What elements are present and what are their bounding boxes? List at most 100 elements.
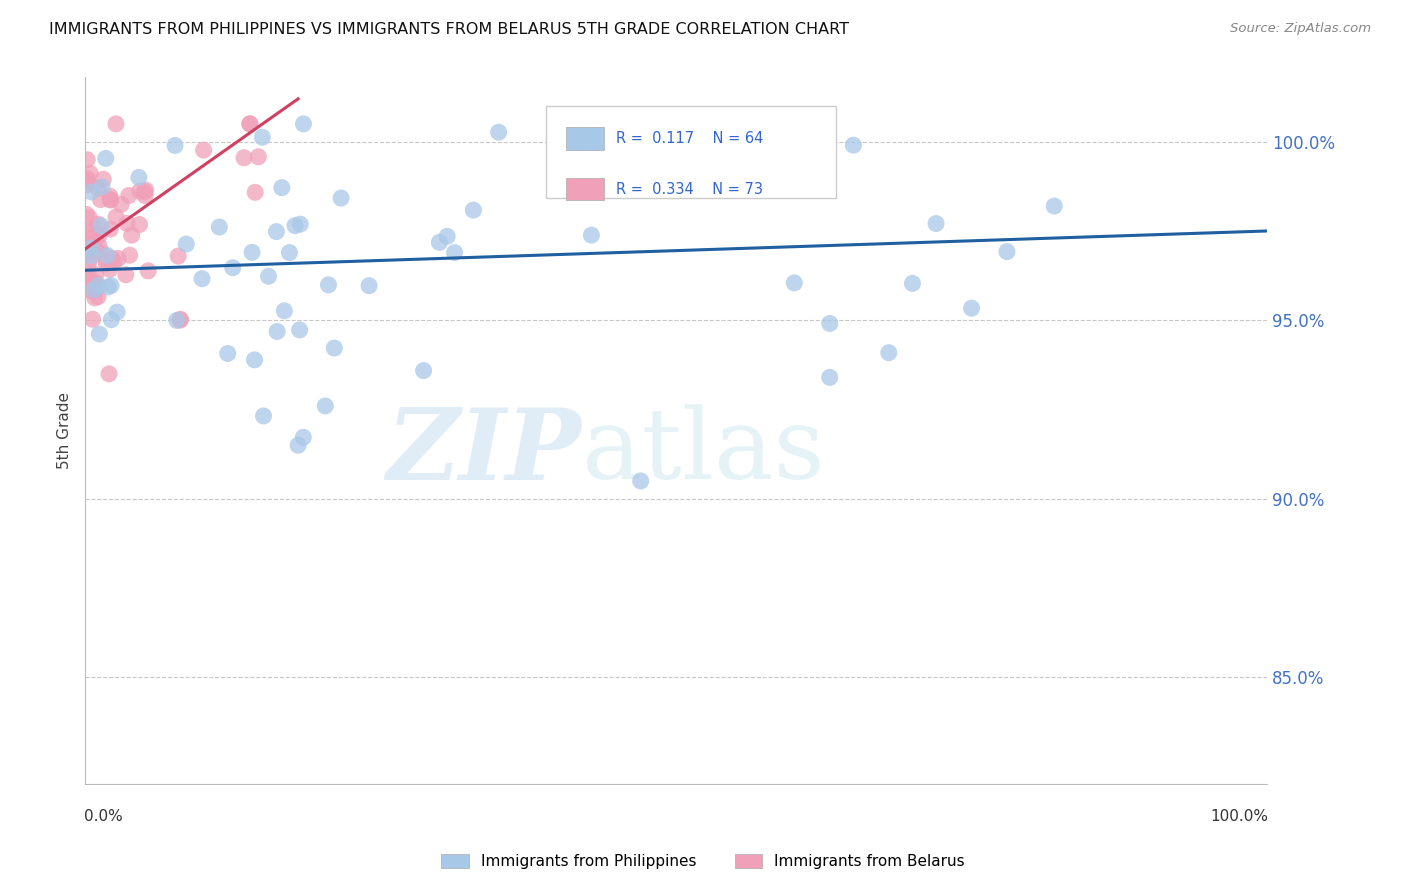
Point [222,260,245,275]
Y-axis label: 5th Grade: 5th Grade [58,392,72,469]
Point [80,185,103,199]
Point [80,277,103,291]
Point [77,175,100,189]
FancyBboxPatch shape [567,178,605,201]
Point [98,262,121,277]
Point [239,117,262,131]
Point [247,150,270,164]
Point [100,193,122,207]
Point [94,253,117,268]
Point [79,231,101,245]
Point [167,249,190,263]
Point [270,180,292,194]
Point [359,278,381,293]
Point [82,244,104,259]
Point [77,244,100,259]
Point [165,138,187,153]
Point [818,370,841,384]
Point [239,117,262,131]
Point [84,243,107,257]
Point [292,430,315,444]
FancyBboxPatch shape [546,106,835,198]
FancyBboxPatch shape [567,127,605,150]
Point [925,217,948,231]
Point [80,241,103,255]
Point [960,301,983,315]
Point [82,222,104,236]
Point [118,188,141,202]
Point [284,219,307,233]
Point [257,269,280,284]
Point [76,153,98,167]
Point [94,152,117,166]
Point [89,326,111,341]
Point [169,313,191,327]
Point [288,323,311,337]
Point [323,341,346,355]
Point [76,273,98,287]
Point [169,312,191,326]
Point [842,138,865,153]
Point [100,312,122,326]
Point [77,236,100,251]
Point [82,312,104,326]
Point [252,409,274,423]
Point [287,438,309,452]
Point [90,219,112,233]
Point [96,257,118,271]
Point [818,317,841,331]
Point [1043,199,1066,213]
Point [488,125,510,139]
Point [82,233,104,247]
Point [581,228,603,243]
Point [243,352,266,367]
Point [76,235,98,250]
Point [76,207,98,221]
Point [412,363,434,377]
Point [105,210,128,224]
Point [76,226,98,240]
Point [77,211,100,225]
Point [77,258,100,272]
Point [243,186,266,200]
Point [290,217,312,231]
Point [87,290,110,304]
Point [79,252,101,266]
Point [121,228,143,243]
Point [76,171,98,186]
Point [278,245,301,260]
Point [443,245,465,260]
Point [76,178,98,192]
Point [134,188,156,202]
Point [89,239,111,253]
Point [783,276,806,290]
Point [87,217,110,231]
Point [995,244,1018,259]
Point [174,237,197,252]
Point [87,278,110,293]
Point [128,184,150,198]
Point [100,193,122,207]
Point [114,268,136,282]
Point [101,252,124,266]
Point [266,325,288,339]
Point [436,229,458,244]
Text: 100.0%: 100.0% [1211,809,1268,824]
Point [103,255,125,269]
Text: R =  0.334    N = 73: R = 0.334 N = 73 [616,182,763,196]
Point [107,252,129,266]
Point [104,117,127,131]
Point [84,268,107,282]
Point [135,183,157,197]
Point [217,346,239,360]
Point [96,248,118,262]
Point [91,172,114,186]
Point [240,245,263,260]
Point [83,291,105,305]
Point [118,248,141,262]
Point [554,172,576,186]
Legend: Immigrants from Philippines, Immigrants from Belarus: Immigrants from Philippines, Immigrants … [434,848,972,875]
Point [86,244,108,259]
Point [110,197,132,211]
Point [429,235,451,250]
